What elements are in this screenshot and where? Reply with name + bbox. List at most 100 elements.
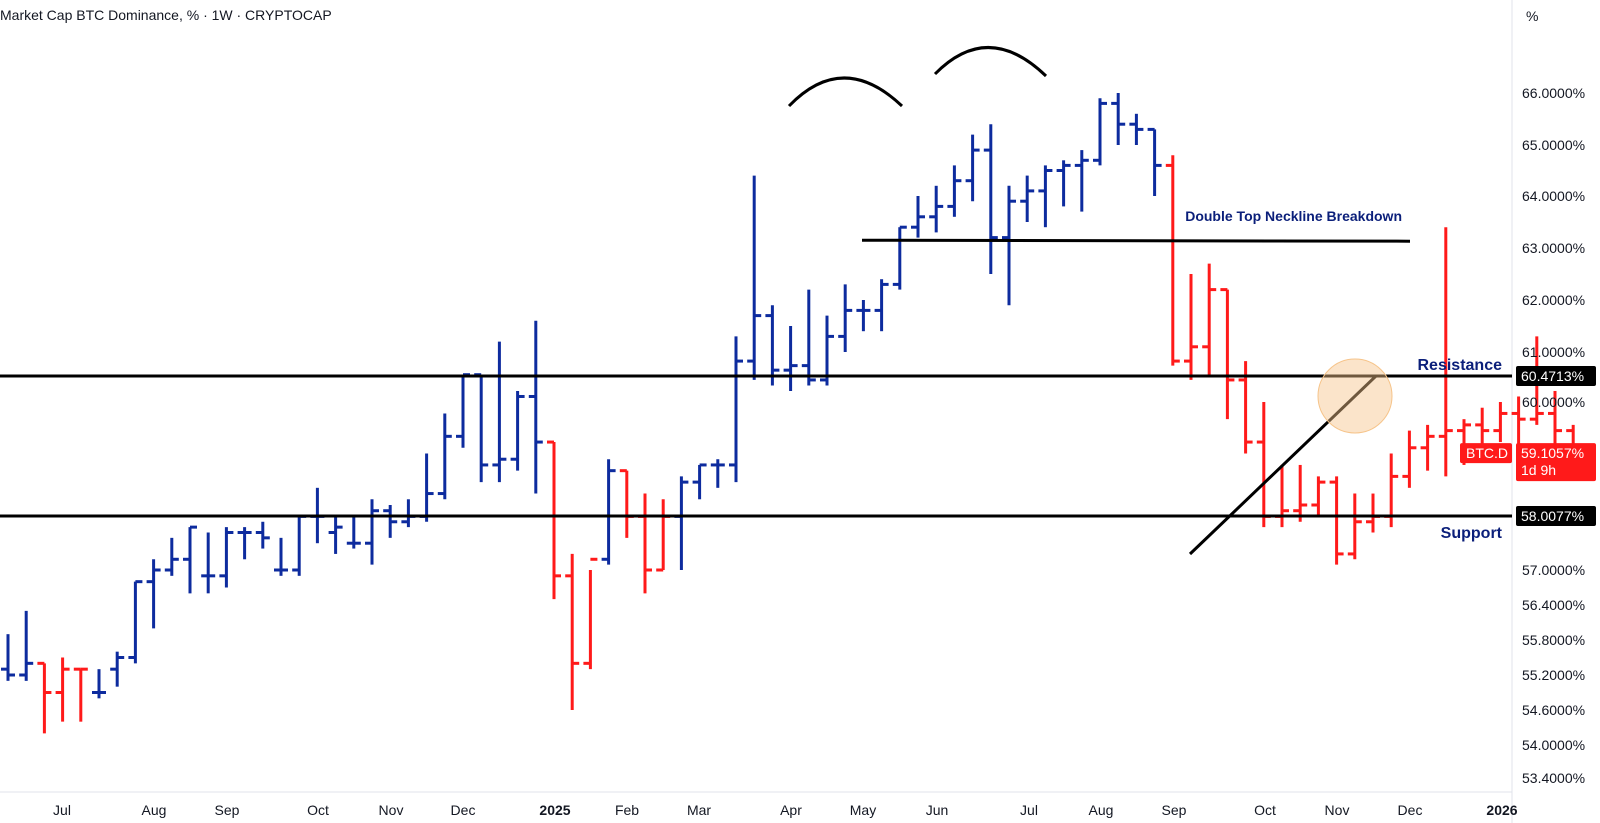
ohlc-bar[interactable] (437, 413, 452, 500)
ohlc-bar[interactable] (856, 300, 871, 332)
ohlc-bar[interactable] (1275, 464, 1289, 528)
ohlc-bar[interactable] (1438, 227, 1453, 477)
time-tick-label: Aug (142, 802, 167, 818)
ohlc-bar[interactable] (110, 651, 125, 687)
ohlc-bar[interactable] (747, 175, 762, 380)
ohlc-bar[interactable] (1366, 493, 1380, 533)
ohlc-bar[interactable] (1329, 476, 1344, 565)
ohlc-bar[interactable] (510, 390, 525, 471)
ohlc-bar[interactable] (401, 499, 416, 528)
ohlc-bar[interactable] (92, 669, 106, 699)
ohlc-bar[interactable] (1147, 127, 1162, 196)
ohlc-bar[interactable] (474, 373, 489, 483)
ohlc-bar[interactable] (1202, 263, 1217, 375)
price-tick-label: 61.0000% (1522, 344, 1585, 360)
ohlc-bar[interactable] (820, 315, 834, 386)
ohlc-bar[interactable] (456, 373, 470, 448)
ohlc-bar[interactable] (237, 527, 252, 560)
ohlc-bar[interactable] (947, 165, 962, 217)
symbol-tag-background (1460, 443, 1512, 464)
ohlc-bar[interactable] (1548, 390, 1562, 448)
ohlc-bar[interactable] (801, 289, 816, 386)
ohlc-bar[interactable] (219, 527, 234, 588)
ohlc-bar[interactable] (1129, 113, 1144, 145)
tag-value: 58.0077% (1521, 508, 1584, 524)
ohlc-bar[interactable] (1002, 185, 1016, 306)
ohlc-bar[interactable] (1056, 160, 1071, 207)
ohlc-bar[interactable] (965, 134, 980, 202)
ohlc-bar[interactable] (1220, 288, 1235, 420)
ohlc-bar[interactable] (328, 516, 343, 554)
time-tick-label: Mar (687, 802, 711, 818)
ohlc-bar[interactable] (528, 320, 543, 494)
ohlc-bar[interactable] (1, 634, 15, 681)
ohlc-bar[interactable] (911, 196, 925, 238)
ohlc-bar[interactable] (1074, 150, 1089, 212)
ohlc-bar[interactable] (1256, 402, 1271, 528)
time-tick-label: Jun (926, 802, 949, 818)
ohlc-bar[interactable] (692, 463, 707, 500)
ohlc-bar[interactable] (146, 559, 161, 629)
ohlc-bar[interactable] (1111, 93, 1126, 145)
neckline-label: Double Top Neckline Breakdown (1185, 208, 1402, 224)
ohlc-bar[interactable] (383, 504, 398, 538)
ohlc-bar[interactable] (55, 657, 70, 722)
ohlc-bar[interactable] (1311, 476, 1326, 517)
ohlc-bar[interactable] (983, 124, 998, 274)
neckline-line (861, 238, 1411, 243)
ohlc-bar[interactable] (783, 326, 798, 391)
ohlc-bar[interactable] (674, 476, 689, 570)
ohlc-bar[interactable] (183, 525, 197, 594)
ohlc-bar[interactable] (1475, 407, 1490, 448)
price-tick-label: 56.4000% (1522, 597, 1585, 613)
ohlc-bar[interactable] (1093, 98, 1107, 166)
support-label: Support (1441, 525, 1503, 542)
ohlc-bar[interactable] (565, 553, 580, 710)
ohlc-bar[interactable] (1165, 155, 1180, 366)
ohlc-bar[interactable] (601, 459, 616, 565)
ohlc-bar[interactable] (1511, 396, 1526, 448)
ohlc-bar[interactable] (583, 557, 598, 670)
ohlc-bar[interactable] (37, 661, 52, 734)
time-tick-label: Aug (1089, 802, 1114, 818)
ohlc-bar[interactable] (656, 499, 671, 572)
ohlc-bar[interactable] (729, 336, 743, 483)
ohlc-bar[interactable] (1402, 430, 1417, 488)
ohlc-bar[interactable] (1493, 402, 1508, 443)
ohlc-bar[interactable] (1038, 165, 1053, 228)
ohlc-bar[interactable] (1420, 424, 1435, 471)
ohlc-bar[interactable] (638, 493, 652, 594)
price-axis[interactable]: 66.0000% 65.0000% 64.0000% 63.0000% 62.0000%… (1460, 85, 1596, 786)
ohlc-bar[interactable] (547, 440, 561, 600)
ohlc-bar[interactable] (128, 580, 143, 664)
ohlc-bar[interactable] (619, 469, 634, 538)
ohlc-bar[interactable] (274, 537, 288, 576)
ohlc-bar[interactable] (1184, 274, 1198, 380)
time-tick-label: May (850, 802, 876, 818)
ohlc-bar[interactable] (892, 225, 907, 290)
ohlc-bar[interactable] (492, 341, 507, 483)
ohlc-bar[interactable] (73, 667, 88, 722)
drawings: Resistance Support Double Top Neckline Bre… (0, 46, 1512, 556)
ohlc-bar[interactable] (346, 516, 361, 549)
ohlc-bar[interactable] (255, 521, 270, 549)
ohlc-bar[interactable] (419, 453, 434, 522)
time-axis[interactable]: Jul Aug Sep Oct Nov Dec 2025 Feb Mar Apr May Jun Jul… (53, 802, 1518, 818)
ohlc-bar[interactable] (1347, 493, 1362, 560)
ohlc-bar[interactable] (1020, 175, 1035, 222)
price-tick-label: 54.6000% (1522, 702, 1585, 718)
ohlc-bar[interactable] (765, 305, 780, 386)
ohlc-bar[interactable] (19, 610, 34, 681)
time-tick-label: Nov (1325, 802, 1350, 818)
ohlc-bar[interactable] (838, 284, 853, 352)
ohlc-bar[interactable] (201, 532, 216, 594)
ohlc-bar[interactable] (292, 514, 307, 576)
ohlc-bar[interactable] (365, 499, 379, 565)
ohlc-bar[interactable] (874, 279, 889, 332)
ohlc-bar[interactable] (164, 537, 179, 576)
price-axis-unit: % (1526, 8, 1539, 24)
ohlc-bar[interactable] (1293, 464, 1308, 522)
ohlc-bar[interactable] (710, 459, 725, 488)
ohlc-bar[interactable] (929, 185, 944, 233)
